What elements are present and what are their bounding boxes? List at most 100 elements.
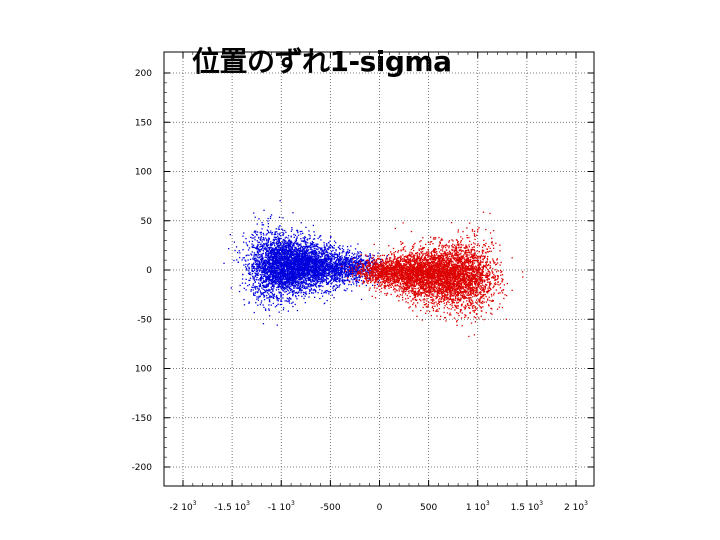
data-point	[317, 237, 319, 240]
data-point	[315, 274, 317, 276]
data-point	[316, 261, 319, 263]
data-point	[287, 269, 289, 271]
data-point	[311, 270, 313, 272]
data-point	[268, 257, 270, 259]
data-point	[302, 237, 304, 239]
data-point	[333, 257, 335, 259]
data-point	[296, 265, 298, 267]
data-point	[288, 297, 291, 299]
data-point	[277, 274, 280, 276]
data-point	[280, 248, 282, 250]
data-point	[263, 209, 265, 211]
data-point	[275, 276, 277, 279]
data-point	[253, 252, 255, 254]
data-point	[284, 284, 287, 286]
data-point	[296, 273, 298, 275]
data-point	[278, 297, 280, 300]
data-point	[278, 226, 280, 228]
data-point	[277, 276, 279, 278]
data-point	[297, 231, 299, 234]
data-point	[298, 271, 301, 273]
data-point	[303, 293, 305, 296]
data-point	[304, 262, 306, 265]
data-point	[367, 255, 370, 257]
data-point	[260, 279, 262, 281]
data-point	[298, 266, 300, 268]
data-point	[335, 270, 337, 272]
data-point	[341, 247, 343, 250]
data-point	[348, 280, 350, 282]
data-point	[327, 248, 330, 251]
data-point	[321, 272, 323, 275]
data-point	[352, 257, 354, 259]
data-point	[335, 274, 337, 277]
data-point	[279, 256, 281, 258]
data-point	[280, 258, 282, 260]
data-point	[347, 275, 349, 278]
data-point	[319, 268, 322, 270]
data-point	[305, 287, 307, 289]
data-point	[262, 252, 265, 254]
data-point	[284, 278, 286, 281]
data-point	[260, 276, 262, 278]
data-point	[262, 246, 264, 248]
data-point	[280, 261, 282, 264]
data-point	[242, 273, 244, 276]
data-point	[327, 252, 329, 254]
data-point	[255, 278, 258, 281]
data-point	[334, 257, 336, 259]
data-point	[318, 257, 320, 259]
data-point	[255, 258, 258, 260]
data-point	[267, 241, 269, 244]
data-point	[270, 272, 272, 274]
data-point	[267, 297, 269, 299]
data-point	[371, 260, 373, 262]
data-point	[289, 240, 291, 242]
data-point	[329, 252, 331, 254]
data-point	[354, 261, 356, 264]
data-point	[264, 243, 266, 246]
data-point	[289, 251, 291, 253]
data-point	[262, 269, 264, 271]
data-point	[347, 252, 349, 254]
data-point	[272, 294, 274, 296]
data-point	[275, 248, 277, 250]
data-point	[335, 276, 338, 278]
data-point	[299, 272, 301, 274]
data-point	[305, 280, 308, 282]
data-point	[296, 244, 298, 246]
data-point	[314, 272, 316, 274]
data-point	[359, 261, 362, 263]
data-point	[311, 274, 313, 276]
data-point	[275, 296, 277, 298]
data-point	[302, 274, 304, 276]
data-point	[340, 273, 343, 276]
data-point	[271, 283, 273, 285]
data-point	[282, 294, 284, 296]
data-point	[265, 280, 268, 283]
data-point	[323, 278, 325, 280]
data-point	[319, 288, 321, 291]
data-point	[265, 268, 267, 271]
data-point	[362, 259, 364, 262]
data-point	[297, 291, 300, 294]
data-point	[317, 262, 319, 265]
data-point	[284, 263, 286, 265]
data-point	[366, 261, 369, 263]
data-points	[223, 200, 524, 338]
data-point	[309, 289, 311, 291]
data-point	[278, 255, 280, 257]
data-point	[317, 272, 319, 274]
data-point	[341, 274, 343, 276]
data-point	[267, 231, 270, 234]
data-point	[330, 258, 333, 260]
data-point	[276, 269, 278, 271]
data-point	[342, 282, 344, 284]
data-point	[311, 292, 313, 294]
data-point	[284, 283, 286, 285]
data-point	[285, 264, 287, 267]
data-point	[257, 259, 259, 261]
data-point	[290, 282, 292, 285]
data-point	[339, 277, 341, 279]
data-point	[297, 268, 299, 270]
